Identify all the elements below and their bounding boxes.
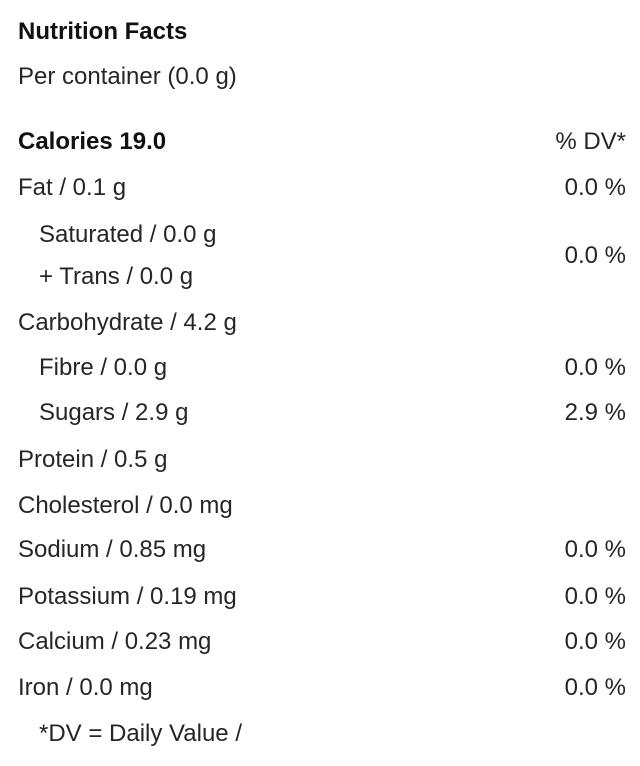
calories: Calories 19.0 bbox=[18, 128, 167, 155]
row-saturated-label: Saturated / 0.0 g bbox=[39, 221, 217, 248]
row-saturated-trans-dv: 0.0 % bbox=[564, 242, 626, 269]
row-carbohydrate-label: Carbohydrate / 4.2 g bbox=[18, 309, 237, 336]
row-iron-dv: 0.0 % bbox=[564, 674, 626, 701]
row-fat-dv: 0.0 % bbox=[564, 174, 626, 201]
dv-header: % DV* bbox=[555, 128, 626, 155]
row-cholesterol-label: Cholesterol / 0.0 mg bbox=[18, 492, 233, 519]
row-trans-label: + Trans / 0.0 g bbox=[39, 263, 194, 290]
footnote: *DV = Daily Value / bbox=[39, 720, 242, 747]
row-fibre-dv: 0.0 % bbox=[564, 354, 626, 381]
panel-title: Nutrition Facts bbox=[18, 18, 188, 45]
row-protein-label: Protein / 0.5 g bbox=[18, 446, 168, 473]
row-sodium-dv: 0.0 % bbox=[564, 536, 626, 563]
row-sugars-dv: 2.9 % bbox=[564, 399, 626, 426]
row-sugars-label: Sugars / 2.9 g bbox=[39, 399, 189, 426]
row-fat-label: Fat / 0.1 g bbox=[18, 174, 127, 201]
row-calcium-label: Calcium / 0.23 mg bbox=[18, 628, 212, 655]
row-calcium-dv: 0.0 % bbox=[564, 628, 626, 655]
serving-size: Per container (0.0 g) bbox=[18, 63, 237, 90]
row-fibre-label: Fibre / 0.0 g bbox=[39, 354, 168, 381]
row-potassium-dv: 0.0 % bbox=[564, 583, 626, 610]
row-potassium-label: Potassium / 0.19 mg bbox=[18, 583, 237, 610]
row-sodium-label: Sodium / 0.85 mg bbox=[18, 536, 207, 563]
row-iron-label: Iron / 0.0 mg bbox=[18, 674, 153, 701]
